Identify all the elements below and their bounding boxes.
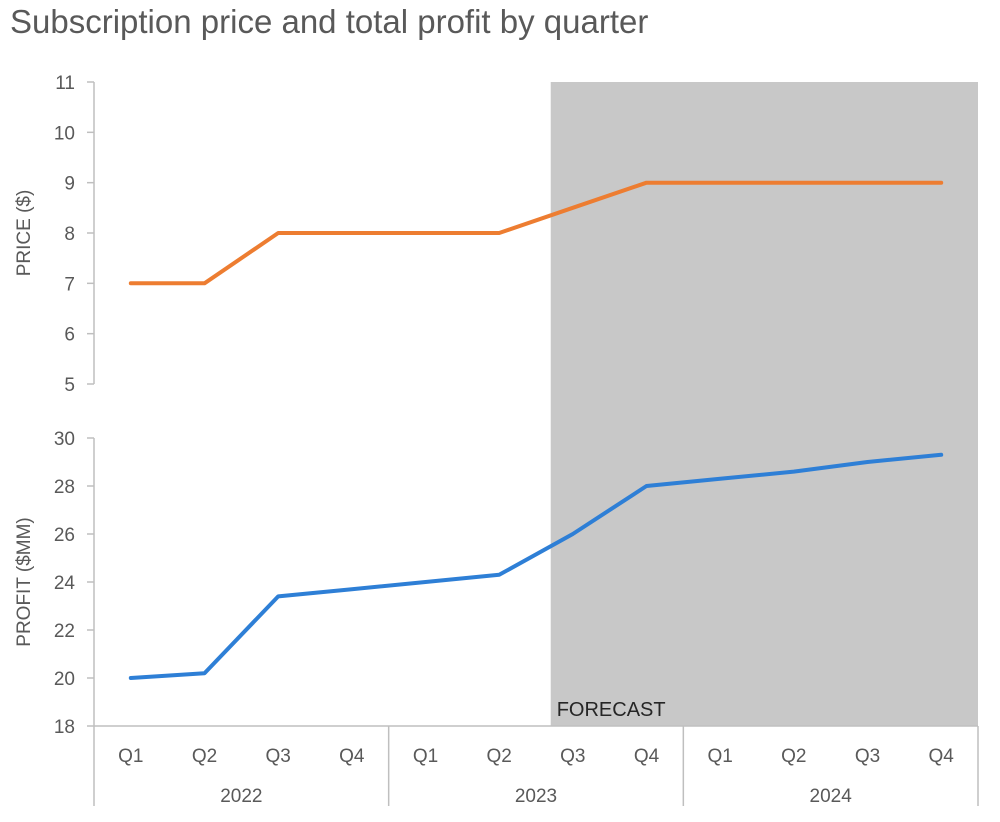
- chart-title: Subscription price and total profit by q…: [10, 3, 648, 40]
- x-quarter-label: Q4: [634, 746, 660, 767]
- price-series-line: [128, 180, 944, 286]
- series-layer: [128, 180, 944, 680]
- profit-y-axis-title: PROFIT ($MM): [14, 517, 35, 646]
- x-quarter-label: Q3: [560, 746, 585, 767]
- x-quarter-label: Q4: [928, 746, 954, 767]
- forecast-region: [550, 82, 978, 726]
- x-year-label: 2023: [515, 786, 557, 807]
- x-quarter-label: Q1: [118, 746, 143, 767]
- forecast-band-layer: [550, 82, 978, 726]
- profit-y-tick-label: 22: [54, 621, 75, 642]
- price-y-tick-label: 10: [54, 123, 75, 144]
- x-quarter-label: Q1: [413, 746, 438, 767]
- x-year-label: 2022: [220, 786, 262, 807]
- x-quarter-label: Q2: [192, 746, 217, 767]
- price-y-tick-label: 7: [64, 274, 75, 295]
- x-quarter-label: Q2: [781, 746, 806, 767]
- x-quarter-label: Q4: [339, 746, 365, 767]
- profit-y-tick-label: 30: [54, 429, 75, 450]
- price-y-axis-title: PRICE ($): [14, 190, 35, 277]
- price-y-tick-label: 5: [64, 375, 75, 396]
- profit-y-tick-label: 28: [54, 477, 75, 498]
- x-quarter-label: Q1: [707, 746, 732, 767]
- forecast-label: FORECAST: [557, 699, 666, 721]
- price-y-tick-label: 11: [55, 73, 75, 94]
- x-quarter-label: Q3: [855, 746, 880, 767]
- x-year-label: 2024: [810, 786, 853, 807]
- x-quarter-label: Q2: [486, 746, 511, 767]
- profit-y-tick-label: 18: [54, 717, 75, 738]
- axes-layer: [87, 81, 979, 806]
- x-quarter-label: Q3: [265, 746, 290, 767]
- price-y-tick-label: 8: [64, 224, 75, 245]
- price-y-tick-label: 9: [64, 174, 75, 195]
- profit-y-tick-label: 20: [54, 669, 75, 690]
- profit-y-tick-label: 26: [54, 525, 75, 546]
- profit-y-tick-label: 24: [54, 573, 76, 594]
- profit-series-line: [128, 452, 944, 680]
- price-y-tick-label: 6: [64, 325, 75, 346]
